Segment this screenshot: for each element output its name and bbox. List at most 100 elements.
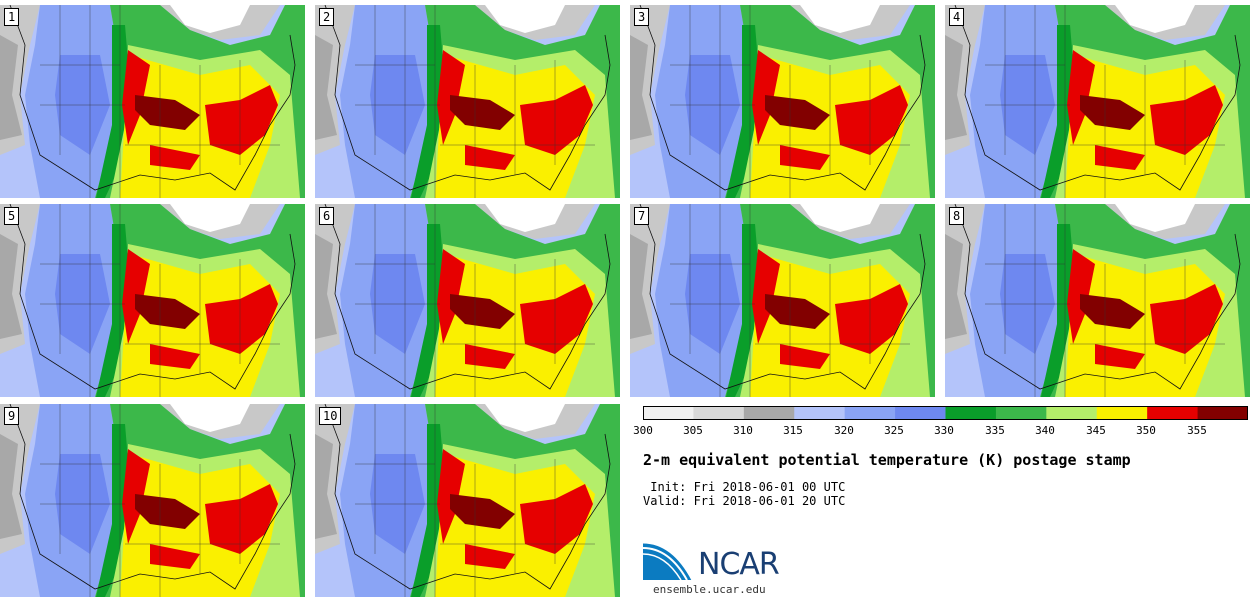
colorbar-tick: 325 — [884, 424, 904, 437]
map-field-red-east — [835, 85, 908, 155]
map-field-darkred-core — [1080, 95, 1145, 130]
map-field-red-south — [465, 145, 515, 170]
map-field-gray-dark — [630, 35, 652, 140]
stamp-panel: 1 — [0, 5, 305, 198]
map-field-red-south — [150, 344, 200, 369]
colorbar-segment — [1096, 406, 1148, 420]
stamp-panel: 3 — [630, 5, 935, 198]
coastline — [324, 404, 611, 590]
colorbar-segment — [743, 406, 795, 420]
colorbar-segment — [794, 406, 846, 420]
map-field-gray-dark — [945, 35, 967, 140]
colorbar-segment — [895, 406, 946, 420]
map-field-snow-north — [485, 5, 565, 33]
map-field-snow-north — [800, 5, 880, 33]
coastline — [639, 5, 926, 191]
map-field-red-south — [150, 145, 200, 170]
colorbar-segment — [1147, 406, 1199, 420]
colorbar-segment — [643, 406, 694, 420]
map-field-gray-dark — [945, 234, 967, 339]
colorbar-segment — [1046, 406, 1098, 420]
coastline — [324, 5, 611, 191]
map-field-red-south — [780, 145, 830, 170]
map-field-darkred-core — [765, 294, 830, 329]
colorbar-tick: 345 — [1086, 424, 1106, 437]
colorbar-tick: 300 — [633, 424, 653, 437]
stamp-number: 5 — [4, 207, 20, 225]
colorbar-tick: 340 — [1035, 424, 1055, 437]
stamp-number: 3 — [634, 8, 650, 26]
map-field-snow-north — [485, 404, 565, 432]
colorbar-segment — [693, 406, 745, 420]
coastline — [9, 204, 296, 390]
stamp-number: 10 — [319, 407, 342, 425]
coastline — [639, 204, 926, 390]
colorbar-tick: 355 — [1187, 424, 1207, 437]
map-field-snow-north — [485, 204, 565, 232]
map-field-red-east — [205, 484, 278, 554]
colorbar-tick: 350 — [1136, 424, 1156, 437]
map-field-darkred-core — [135, 294, 200, 329]
stamp-panel: 10 — [315, 404, 620, 597]
map-field-snow-north — [800, 204, 880, 232]
colorbar-tick: 320 — [834, 424, 854, 437]
map-field-gray-dark — [0, 234, 22, 339]
map-field-red-east — [1150, 284, 1223, 354]
stamp-number: 1 — [4, 8, 20, 26]
stamp-panel: 6 — [315, 204, 620, 397]
coastline — [9, 404, 296, 590]
map-field-gray-dark — [315, 234, 337, 339]
map-field-red-south — [780, 344, 830, 369]
colorbar-tick: 335 — [985, 424, 1005, 437]
stamp-panel: 8 — [945, 204, 1250, 397]
map-field-red-east — [520, 484, 593, 554]
map-field-darkred-core — [450, 294, 515, 329]
stamp-panel: 5 — [0, 204, 305, 397]
map-field-gray-dark — [315, 434, 337, 539]
colorbar-tick: 305 — [683, 424, 703, 437]
colorbar-tick: 330 — [934, 424, 954, 437]
product-title: 2-m equivalent potential temperature (K)… — [643, 451, 1131, 469]
map-field-darkred-core — [135, 494, 200, 529]
colorbar — [643, 406, 1248, 420]
init-time: Init: Fri 2018-06-01 00 UTC — [643, 480, 846, 494]
website-url: ensemble.ucar.edu — [653, 583, 766, 596]
colorbar-segment — [844, 406, 896, 420]
ncar-logo-icon — [643, 540, 695, 581]
map-field-gray-dark — [630, 234, 652, 339]
map-field-red-east — [520, 85, 593, 155]
map-field-red-south — [1095, 344, 1145, 369]
stamp-number: 7 — [634, 207, 650, 225]
map-field-darkred-core — [450, 494, 515, 529]
stamp-number: 8 — [949, 207, 965, 225]
colorbar-tick: 310 — [733, 424, 753, 437]
map-field-gray-dark — [0, 434, 22, 539]
stamp-panel: 9 — [0, 404, 305, 597]
colorbar-segment — [995, 406, 1047, 420]
map-field-darkred-core — [135, 95, 200, 130]
ncar-logo-text: NCAR — [698, 547, 780, 582]
stamp-number: 2 — [319, 8, 335, 26]
colorbar-tick: 315 — [783, 424, 803, 437]
stamp-number: 4 — [949, 8, 965, 26]
map-field-red-south — [1095, 145, 1145, 170]
map-field-red-east — [520, 284, 593, 354]
stamp-panel: 2 — [315, 5, 620, 198]
map-field-red-south — [465, 544, 515, 569]
map-field-darkred-core — [450, 95, 515, 130]
coastline — [954, 204, 1241, 390]
colorbar-segment — [1197, 406, 1248, 420]
stamp-panel: 7 — [630, 204, 935, 397]
map-field-red-east — [1150, 85, 1223, 155]
map-field-snow-north — [170, 204, 250, 232]
valid-time: Valid: Fri 2018-06-01 20 UTC — [643, 494, 846, 508]
map-field-red-south — [465, 344, 515, 369]
stamp-number: 6 — [319, 207, 335, 225]
map-field-snow-north — [170, 404, 250, 432]
map-field-red-east — [205, 284, 278, 354]
map-field-darkred-core — [765, 95, 830, 130]
stamp-panel: 4 — [945, 5, 1250, 198]
map-field-snow-north — [1115, 204, 1195, 232]
map-field-red-south — [150, 544, 200, 569]
map-field-red-east — [835, 284, 908, 354]
